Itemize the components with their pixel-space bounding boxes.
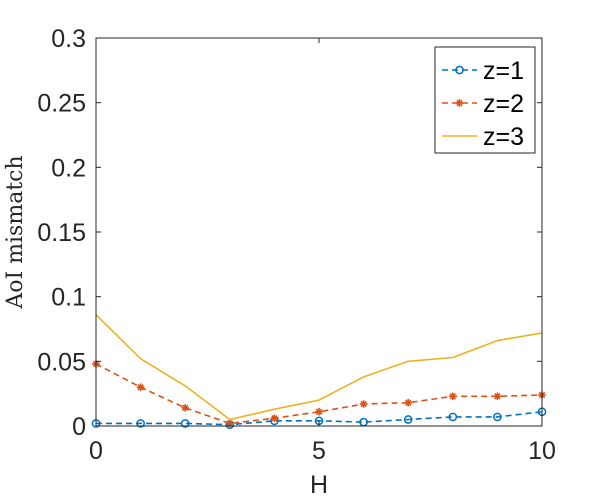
y-tick-label: 0.25 (37, 90, 86, 118)
y-tick-label: 0.1 (51, 284, 86, 312)
data-point-s1-9 (493, 412, 502, 422)
asterisk-stroke (449, 393, 457, 400)
y-axis-label: AoI mismatch (3, 155, 28, 309)
x-tick-label: 0 (89, 437, 103, 465)
asterisk-stroke (494, 393, 501, 400)
asterisk-stroke (315, 408, 323, 416)
y-tick-label: 0.3 (51, 25, 86, 53)
asterisk-stroke (456, 99, 463, 107)
data-point-s2-9 (493, 392, 502, 401)
series-1 (91, 407, 547, 430)
data-point-s2-2 (181, 404, 189, 412)
asterisk-stroke (226, 420, 234, 427)
legend: z=1 z=2 z=3 (434, 46, 536, 154)
legend-label: z=3 (483, 123, 524, 151)
data-point-s1-8 (448, 412, 458, 422)
legend-entry-1: z=1 (442, 57, 524, 85)
y-tick-label: 0.2 (51, 154, 86, 182)
data-point-s2-8 (449, 392, 457, 401)
data-point-s1-1 (136, 419, 145, 428)
data-point-s2-6 (359, 400, 368, 408)
legend-entry-3: z=3 (442, 123, 524, 151)
x-tick-label: 10 (528, 437, 556, 465)
y-tick-label: 0 (72, 413, 86, 441)
series-2 (92, 360, 546, 428)
data-point-s1-2 (180, 419, 190, 428)
series-line-3 (95, 314, 543, 421)
series-layer (91, 314, 547, 430)
legend-marker (455, 65, 464, 75)
y-tick-label: 0.15 (37, 219, 86, 247)
series-line-1 (96, 411, 543, 426)
data-point-s2-5 (315, 407, 323, 416)
data-point-s2-1 (136, 383, 145, 391)
asterisk-stroke (404, 399, 412, 406)
asterisk-stroke (360, 400, 367, 408)
data-point-s2-3 (226, 419, 234, 428)
x-tick-label: 5 (312, 437, 326, 465)
data-point-s1-7 (403, 415, 413, 424)
legend-label: z=1 (483, 57, 524, 85)
y-tick-label: 0.05 (37, 348, 86, 376)
series-3 (95, 314, 543, 421)
data-point-s2-7 (404, 398, 412, 407)
legend-label: z=2 (483, 90, 524, 118)
asterisk-stroke (271, 414, 278, 422)
ticks-layer: 0 5 10 0 0.05 0.1 0.15 0.2 0.25 0.3 (37, 25, 556, 465)
legend-entry-2: z=2 (442, 90, 524, 118)
data-point-s2-4 (270, 414, 279, 423)
asterisk-stroke (181, 404, 189, 412)
series-line-2 (95, 363, 543, 425)
legend-marker (455, 99, 464, 107)
x-axis-label: H (310, 471, 328, 499)
asterisk-stroke (137, 383, 144, 391)
